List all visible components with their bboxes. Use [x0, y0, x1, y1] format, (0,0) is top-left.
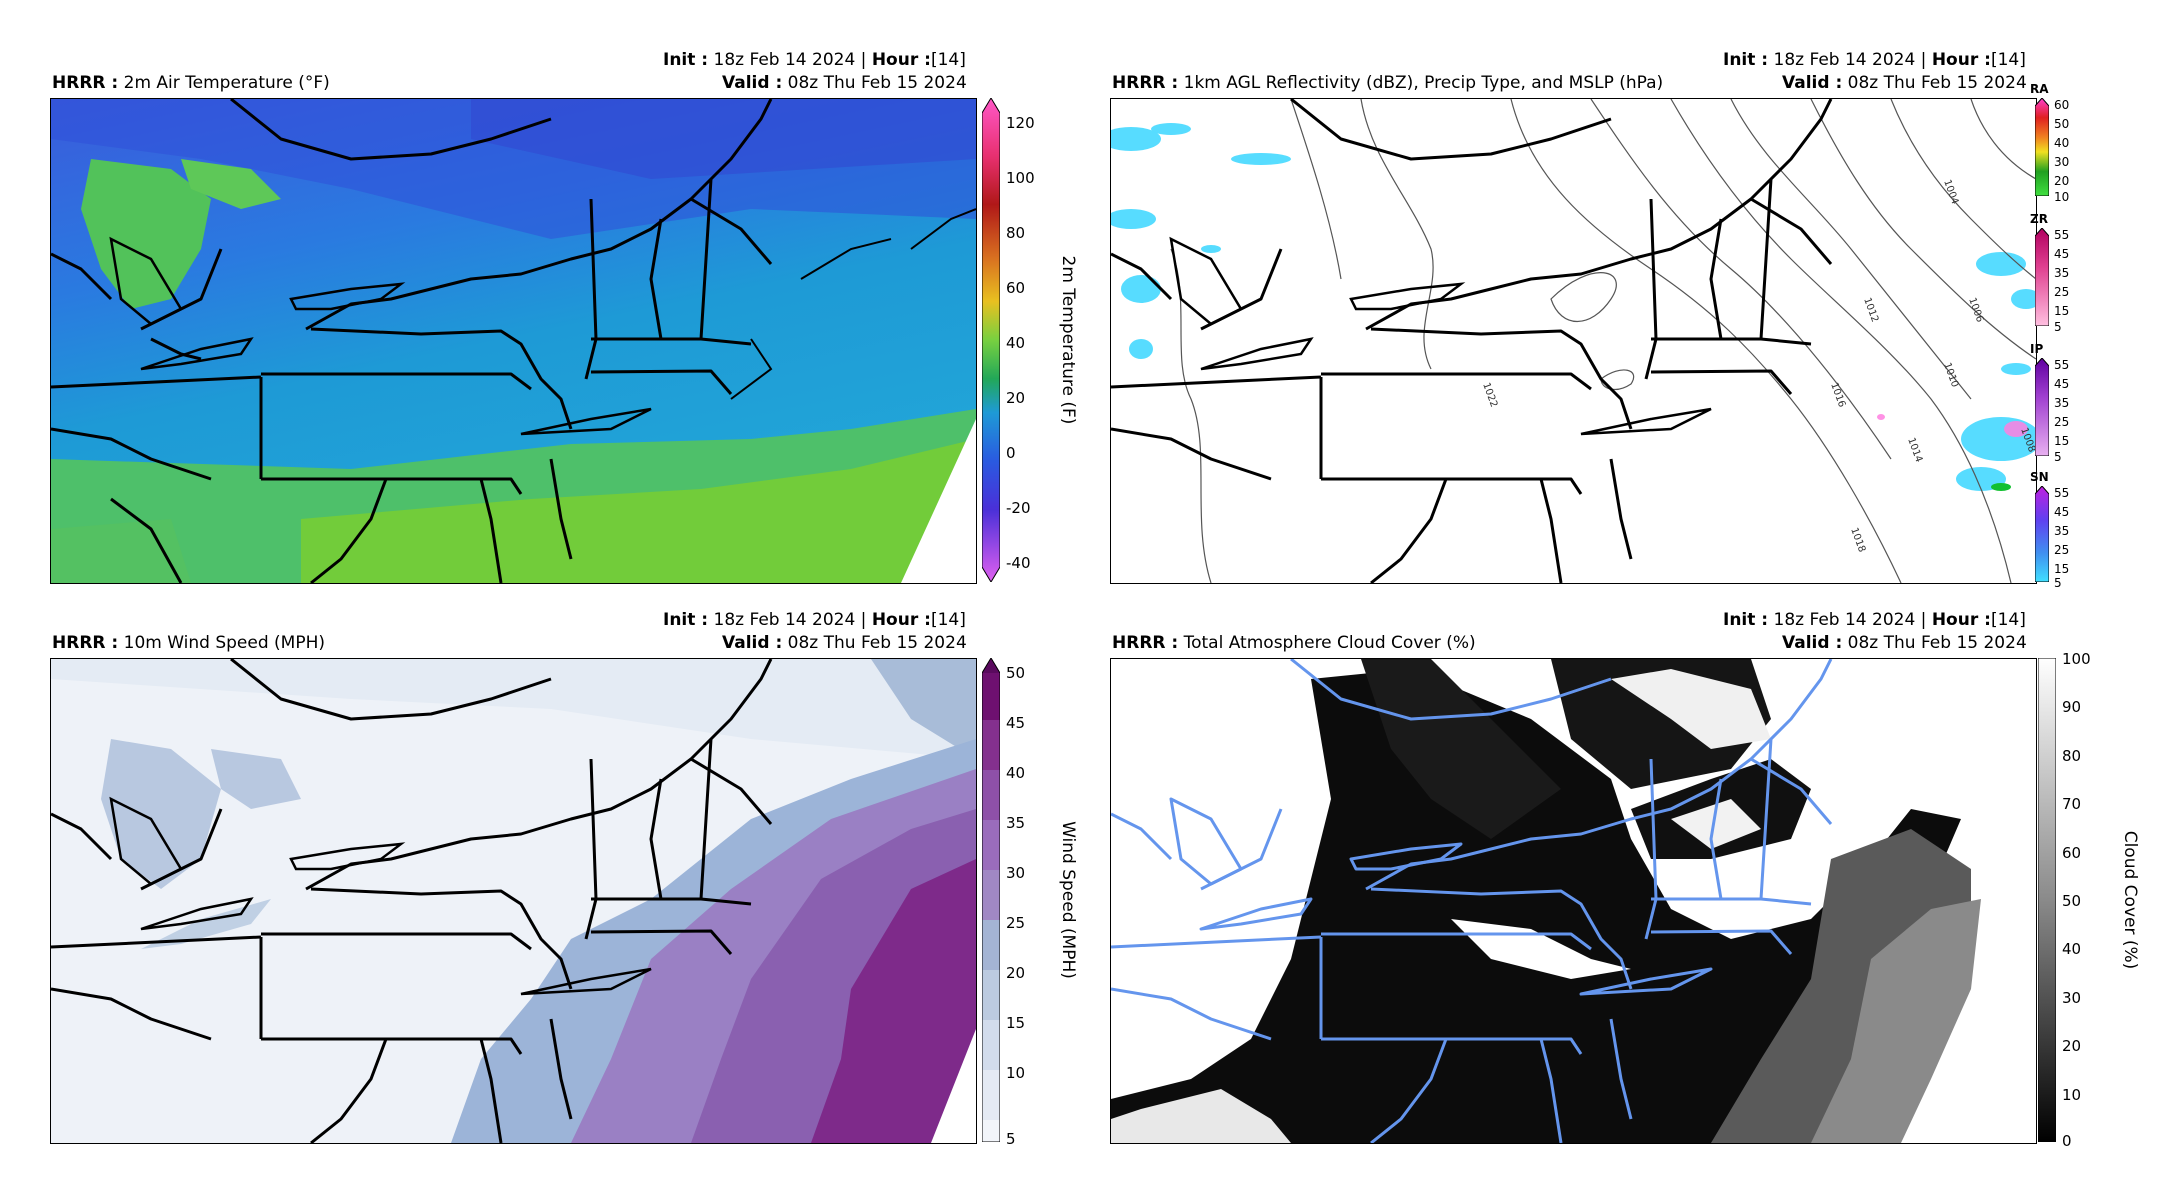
precip-tick: 30: [2054, 155, 2070, 169]
colorbar-tick: 10: [1006, 1064, 1026, 1082]
precip-tick: 40: [2054, 136, 2070, 150]
colorbar-tick: 80: [1006, 224, 1026, 242]
colorbar-label: 2m Temperature (F): [1058, 255, 1078, 425]
precip-tick: 55: [2054, 358, 2070, 372]
precip-tick: 25: [2054, 415, 2070, 429]
colorbar-tick: 20: [1006, 389, 1026, 407]
colorbar-tick: 80: [2062, 747, 2082, 765]
colorbar-tick: -20: [1006, 499, 1031, 517]
precip-tick: 35: [2054, 266, 2070, 280]
precip-tick: 5: [2054, 576, 2062, 590]
colorbar-tick: 60: [2062, 844, 2082, 862]
precip-tick: 15: [2054, 434, 2070, 448]
temperature-map: [50, 98, 977, 584]
precip-tick: 5: [2054, 450, 2062, 464]
init-line: Init : 18z Feb 14 2024 | Hour :[14]: [663, 610, 966, 630]
precip-tick: 45: [2054, 505, 2070, 519]
colorbar-tick: 25: [1006, 914, 1026, 932]
precip-tick: 35: [2054, 524, 2070, 538]
colorbar-tick: 30: [1006, 864, 1026, 882]
colorbar-tick: 45: [1006, 714, 1026, 732]
valid-line: Valid : 08z Thu Feb 15 2024: [1782, 633, 2027, 653]
colorbar-tick: 0: [1006, 444, 1016, 462]
wind-colorbar: [981, 657, 1001, 1143]
reflectivity-map: 1022 1016 1014 1018 1012 1010 1006 1004 …: [1110, 98, 2037, 584]
temperature-colorbar: [981, 97, 1001, 583]
init-line: Init : 18z Feb 14 2024 | Hour :[14]: [663, 50, 966, 70]
valid-line: Valid : 08z Thu Feb 15 2024: [1782, 73, 2027, 93]
precip-tick: 25: [2054, 285, 2070, 299]
panel-title: HRRR : Total Atmosphere Cloud Cover (%): [1112, 633, 1476, 653]
precip-bar-label: IP: [2030, 342, 2044, 356]
colorbar-tick: 100: [2062, 650, 2091, 668]
ice-pellet-colorbar: [2034, 357, 2050, 457]
colorbar-tick: 40: [2062, 940, 2082, 958]
precip-tick: 10: [2054, 190, 2070, 204]
snow-colorbar: [2034, 485, 2050, 583]
wind-map: [50, 658, 977, 1144]
precip-tick: 25: [2054, 543, 2070, 557]
precip-bar-label: RA: [2030, 82, 2049, 96]
precip-tick: 15: [2054, 562, 2070, 576]
precip-tick: 60: [2054, 98, 2070, 112]
precip-tick: 45: [2054, 377, 2070, 391]
init-line: Init : 18z Feb 14 2024 | Hour :[14]: [1723, 50, 2026, 70]
precip-tick: 50: [2054, 117, 2070, 131]
colorbar-tick: 50: [2062, 892, 2082, 910]
rain-colorbar: [2034, 97, 2050, 197]
init-line: Init : 18z Feb 14 2024 | Hour :[14]: [1723, 610, 2026, 630]
precip-bar-label: SN: [2030, 470, 2049, 484]
colorbar-tick: 70: [2062, 795, 2082, 813]
precip-tick: 15: [2054, 304, 2070, 318]
colorbar-tick: 5: [1006, 1130, 1016, 1148]
precip-tick: 55: [2054, 228, 2070, 242]
panel-title: HRRR : 1km AGL Reflectivity (dBZ), Preci…: [1112, 73, 1664, 93]
precip-bar-label: ZR: [2030, 212, 2048, 226]
colorbar-tick: 35: [1006, 814, 1026, 832]
cloud-cover-colorbar: [2037, 657, 2057, 1143]
colorbar-tick: 40: [1006, 334, 1026, 352]
precip-tick: 55: [2054, 486, 2070, 500]
valid-line: Valid : 08z Thu Feb 15 2024: [722, 633, 967, 653]
colorbar-tick: 90: [2062, 698, 2082, 716]
colorbar-tick: 120: [1006, 114, 1035, 132]
panel-title: HRRR : 2m Air Temperature (°F): [52, 73, 330, 93]
colorbar-tick: 100: [1006, 169, 1035, 187]
colorbar-tick: 0: [2062, 1132, 2072, 1150]
precip-tick: 5: [2054, 320, 2062, 334]
colorbar-tick: 15: [1006, 1014, 1026, 1032]
colorbar-label: Cloud Cover (%): [2120, 830, 2140, 970]
precip-tick: 35: [2054, 396, 2070, 410]
colorbar-tick: 60: [1006, 279, 1026, 297]
colorbar-tick: 20: [2062, 1037, 2082, 1055]
colorbar-tick: 40: [1006, 764, 1026, 782]
precip-tick: 45: [2054, 247, 2070, 261]
valid-line: Valid : 08z Thu Feb 15 2024: [722, 73, 967, 93]
colorbar-label: Wind Speed (MPH): [1058, 821, 1078, 979]
colorbar-tick: 20: [1006, 964, 1026, 982]
colorbar-tick: 50: [1006, 664, 1026, 682]
panel-title: HRRR : 10m Wind Speed (MPH): [52, 633, 326, 653]
freezing-rain-colorbar: [2034, 227, 2050, 327]
cloud-cover-map: [1110, 658, 2037, 1144]
precip-tick: 20: [2054, 174, 2070, 188]
colorbar-tick: 10: [2062, 1086, 2082, 1104]
colorbar-tick: -40: [1006, 554, 1031, 572]
colorbar-tick: 30: [2062, 989, 2082, 1007]
